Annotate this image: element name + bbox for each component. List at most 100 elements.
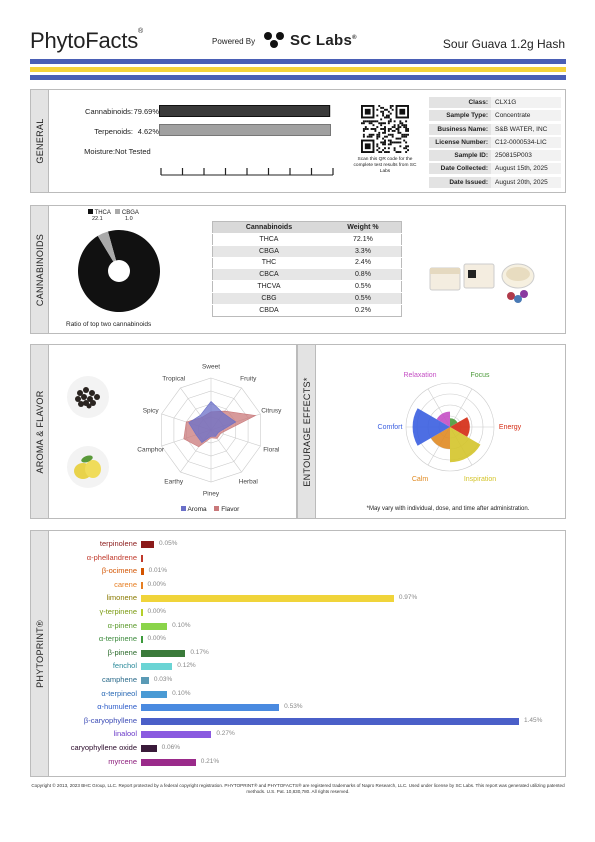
terpene-name: carene — [114, 579, 137, 589]
effect-wedge-comfort — [412, 408, 450, 446]
cannabinoids-bar-track — [159, 105, 331, 117]
sample-info-table: Class: CLX1G Sample Type: Concentrate Busine… — [429, 97, 561, 190]
effect-wedge-relaxation — [436, 411, 450, 427]
terpene-bar — [141, 609, 143, 616]
terpene-value: 0.00% — [147, 608, 166, 615]
terpene-bar — [141, 731, 212, 739]
cannabinoid-name: CBCA — [212, 268, 325, 281]
info-row: Sample ID: 250815P003 — [429, 150, 561, 162]
terpene-value: 0.06% — [161, 744, 181, 751]
terpene-bar — [141, 581, 143, 589]
terpene-name: limonene — [106, 593, 137, 603]
guava-image — [67, 446, 109, 488]
terpene-value: 0.97% — [398, 594, 418, 602]
header-stripe-blue-2 — [30, 75, 566, 80]
info-value: S&B WATER, INC — [491, 123, 561, 135]
entourage-section: ENTOURAGE EFFECTS* Relaxation Focus Energy… — [297, 344, 566, 519]
pie-caption: Ratio of top two cannabinoids — [66, 321, 152, 328]
cannabinoid-row: CBCA 0.8% — [212, 268, 402, 281]
terpene-value: 0.00% — [147, 580, 166, 588]
cannabinoid-row: CBGA 3.3% — [212, 244, 402, 258]
terpene-value: 0.27% — [216, 730, 235, 738]
info-key: License Number: — [429, 136, 491, 148]
terpene-value: 0.00% — [147, 635, 166, 643]
radar-legend: Aroma Flavor — [181, 506, 239, 513]
sc-labs-logo: SC Labs® — [290, 32, 357, 49]
moisture-scale — [160, 168, 334, 176]
terpene-name: β-pinene — [107, 647, 137, 657]
table-header-cannabinoids: Cannabinoids — [212, 221, 325, 234]
radar-axis-label: Sweet — [202, 364, 220, 371]
terpene-value: 0.03% — [153, 676, 173, 683]
cannabinoid-weight: 2.4% — [324, 256, 402, 269]
info-value: 250815P003 — [491, 150, 561, 162]
effect-wedge-focus — [450, 418, 458, 427]
info-row: Class: CLX1G — [429, 97, 561, 109]
terpene-bar — [141, 595, 394, 603]
effect-label: Relaxation — [403, 372, 436, 379]
terpene-name: myrcene — [108, 756, 137, 766]
moisture-label: Moisture: — [84, 147, 115, 156]
radar-axis-label: Tropical — [162, 376, 185, 383]
brand-logo: PhytoFacts® — [30, 28, 144, 53]
radar-axis-label: Camphor — [137, 447, 165, 454]
info-value: Concentrate — [491, 110, 561, 122]
terpene-bar — [141, 649, 186, 657]
product-image — [429, 263, 535, 303]
cannabinoid-row: THCVA 0.5% — [212, 280, 402, 293]
terpene-bar — [141, 745, 157, 752]
moisture-value: Not Tested — [115, 147, 151, 156]
terpene-bar — [141, 541, 155, 548]
terpene-name: α-pinene — [107, 620, 137, 630]
footer-copyright: Copyright © 2013, 2023 BHC Group, LLC. R… — [31, 783, 565, 794]
aroma-radar-chart: Sweet Fruity Citrusy Floral Herbal Piney Earth… — [137, 364, 282, 498]
sc-labs-icon — [264, 32, 284, 48]
terpene-value: 0.53% — [284, 703, 303, 711]
qr-code-icon[interactable] — [361, 105, 409, 153]
cannabinoid-name: THCA — [212, 233, 325, 246]
table-header-weight: Weight % — [324, 221, 402, 234]
info-row: Sample Type: Concentrate — [429, 110, 561, 122]
info-key: Business Name: — [429, 123, 491, 135]
terpene-bar — [141, 704, 280, 712]
legend-swatch-flavor — [214, 506, 220, 511]
info-row: Business Name: S&B WATER, INC — [429, 123, 561, 136]
terpene-name: caryophyllene oxide — [70, 743, 137, 752]
cannabinoid-name: CBGA — [212, 244, 325, 258]
pie-legend: THCA CBGA — [88, 209, 139, 216]
info-row: Date Issued: August 20th, 2025 — [429, 176, 561, 189]
info-key: Date Collected: — [429, 163, 491, 175]
terpene-bar-chart: terpinolene 0.05% α-phellandrene β-ocimene 0… — [31, 531, 567, 778]
terpenoids-bar-track — [159, 124, 331, 136]
cannabinoid-row: THC 2.4% — [212, 256, 402, 269]
terpene-bar — [141, 622, 168, 630]
radar-axis-label: Citrusy — [261, 407, 282, 414]
terpene-bar — [141, 568, 144, 576]
info-key: Class: — [429, 97, 491, 108]
terpene-value: 0.10% — [172, 689, 191, 697]
terpene-name: β-ocimene — [101, 566, 137, 576]
effect-wedge-calm — [430, 427, 450, 449]
terpene-name: terpinolene — [99, 539, 137, 548]
cannabinoids-total-value: 79.69% — [133, 107, 159, 116]
terpene-value: 0.10% — [172, 621, 191, 629]
radar-axis-label: Spicy — [143, 407, 160, 414]
terpene-bar — [141, 636, 143, 644]
info-value: C12-0000534-LIC — [491, 136, 561, 148]
effect-label: Energy — [499, 424, 522, 431]
cannabinoids-section-label: CANNABINOIDS — [34, 233, 45, 306]
entourage-note: *May vary with individual, dose, and tim… — [366, 506, 530, 512]
header-stripe-blue — [30, 59, 566, 64]
terpene-name: α-phellandrene — [86, 552, 137, 562]
terpene-bar — [141, 758, 196, 766]
legend-value-cbga: 1.0 — [125, 216, 133, 222]
legend-label-thca: THCA — [94, 210, 111, 216]
cannabinoids-bar-fill — [159, 105, 331, 117]
terpene-bar — [141, 690, 168, 698]
general-section: GENERAL Cannabinoids: 79.69% Terpenoids:… — [30, 89, 566, 193]
info-key: Date Issued: — [429, 176, 491, 188]
cannabinoid-name: CBG — [212, 291, 325, 305]
effect-label: Focus — [470, 372, 490, 379]
terpene-bar — [141, 717, 519, 725]
pie-slice-cbga — [97, 231, 119, 271]
